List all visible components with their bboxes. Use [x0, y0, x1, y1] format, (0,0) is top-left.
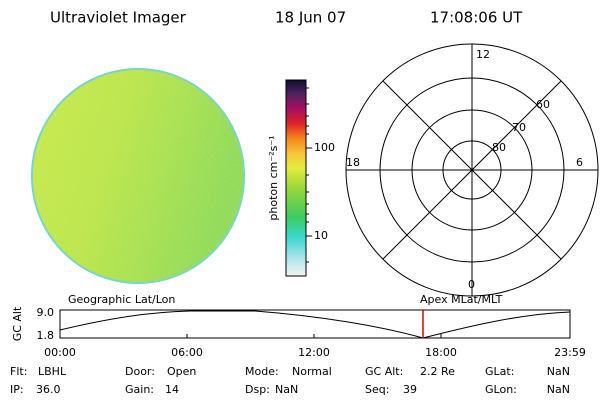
title: Ultraviolet Imager	[50, 9, 187, 27]
mlt-label: 0	[468, 278, 475, 291]
footer-key: Mode:	[245, 365, 279, 378]
timeline-label: Apex MLat/MLT	[420, 293, 503, 306]
colorbar	[285, 79, 307, 277]
colorbar-tick: 10	[314, 229, 328, 242]
timeline-box	[59, 309, 571, 339]
time-label: 12:00	[298, 346, 330, 359]
footer-value: LBHL	[38, 365, 67, 378]
colorbar-tick: 100	[314, 141, 335, 154]
time-ticks	[186, 334, 442, 338]
footer-key: GLon:	[485, 383, 517, 396]
lat-label: 70	[512, 121, 526, 134]
y-label: 1.8	[37, 329, 55, 342]
footer-key: IP:	[10, 383, 24, 396]
footer-value: Open	[167, 365, 196, 378]
time-label: 18:00	[425, 346, 457, 359]
footer-value: NaN	[275, 383, 298, 396]
timeline-label: Geographic Lat/Lon	[68, 293, 175, 306]
axis-label: GC Alt	[11, 306, 24, 341]
footer-key: Flt:	[10, 365, 27, 378]
colorbar-label: photon cm⁻²s⁻¹	[267, 135, 280, 220]
footer-value: Normal	[292, 365, 332, 378]
footer-key: GC Alt:	[365, 365, 403, 378]
time-label: 23:59	[554, 346, 586, 359]
colorbar-ticks	[306, 87, 312, 263]
mlt-label: 18	[346, 156, 360, 169]
time-label: 00:00	[44, 346, 76, 359]
footer-key: Dsp:	[245, 383, 270, 396]
footer-value: 36.0	[36, 383, 61, 396]
footer-value: NaN	[547, 383, 570, 396]
footer: Flt: LBHL Door: Open Mode: Normal GC Alt: 2.2 R…	[10, 365, 570, 396]
polar-grid	[345, 43, 599, 297]
mlt-label: 12	[476, 48, 490, 61]
earth-image	[31, 68, 245, 284]
time: 17:08:06 UT	[430, 9, 523, 27]
footer-key: GLat:	[485, 365, 514, 378]
footer-value: NaN	[547, 365, 570, 378]
lat-label: 80	[492, 141, 506, 154]
footer-value: 14	[165, 383, 179, 396]
footer-key: Gain:	[125, 383, 154, 396]
date: 18 Jun 07	[275, 9, 346, 27]
lat-label: 60	[536, 98, 550, 111]
time-label: 06:00	[171, 346, 203, 359]
y-label: 9.0	[37, 306, 55, 319]
footer-key: Seq:	[365, 383, 389, 396]
footer-key: Door:	[125, 365, 155, 378]
mlt-label: 6	[576, 156, 583, 169]
altitude-curve	[59, 310, 571, 339]
footer-value: 39	[403, 383, 417, 396]
footer-value: 2.2 Re	[420, 365, 455, 378]
